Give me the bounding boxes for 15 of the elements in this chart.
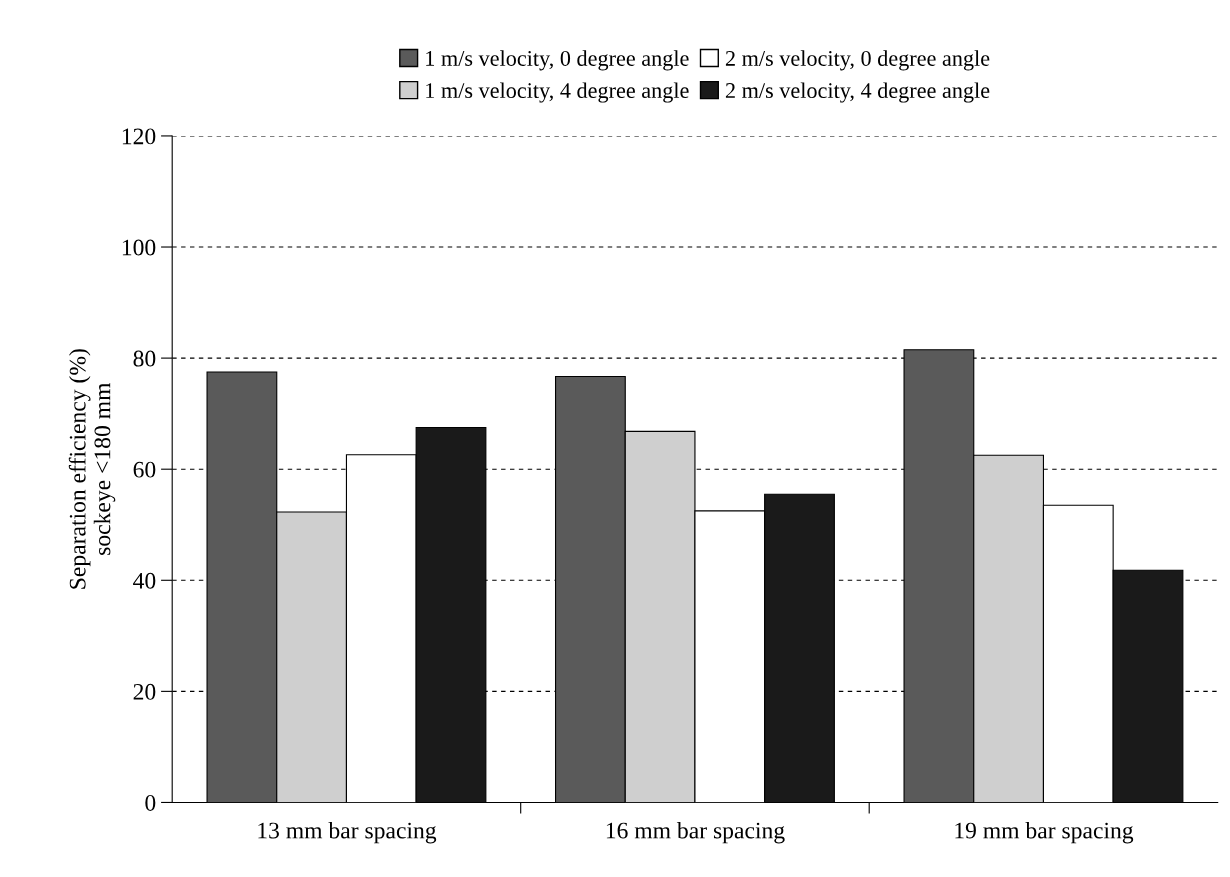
legend-label: 2 m/s velocity, 0 degree angle bbox=[725, 50, 990, 71]
legend-label: 1 m/s velocity, 0 degree angle bbox=[426, 50, 689, 71]
x-tick-label: 16 mm bar spacing bbox=[606, 821, 785, 844]
x-tick-label: 13 mm bar spacing bbox=[258, 821, 437, 844]
y-tick-label: 0 bbox=[145, 794, 156, 811]
y-tick-label: 80 bbox=[133, 350, 156, 367]
legend-label: 1 m/s velocity, 4 degree angle bbox=[426, 82, 689, 103]
y-tick-label: 60 bbox=[133, 461, 156, 478]
y-axis-title: Separation efficiency (%) sockeye <180 mm bbox=[68, 349, 116, 589]
y-tick-label: 100 bbox=[122, 239, 156, 256]
legend-label: 2 m/s velocity, 4 degree angle bbox=[725, 82, 990, 103]
y-tick-label: 20 bbox=[133, 683, 156, 700]
x-tick-label: 19 mm bar spacing bbox=[955, 821, 1134, 844]
y-tick-label: 40 bbox=[133, 572, 156, 589]
y-tick-label: 120 bbox=[122, 128, 156, 145]
